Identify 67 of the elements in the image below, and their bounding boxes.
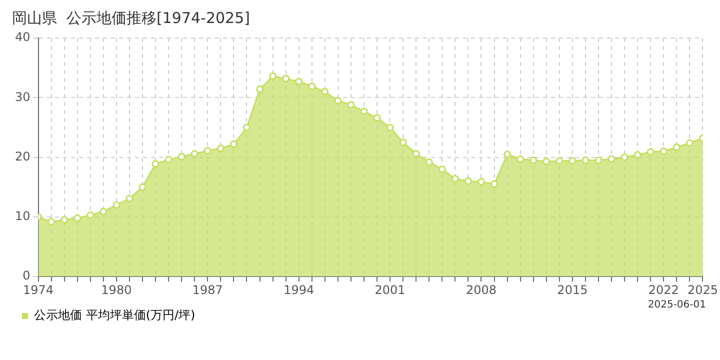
y-tick-label: 0 bbox=[22, 268, 30, 283]
point bbox=[620, 154, 628, 162]
point bbox=[568, 157, 576, 165]
x-tick-label: 1980 bbox=[101, 282, 132, 297]
point bbox=[308, 82, 316, 90]
x-tick-label: 1994 bbox=[284, 282, 314, 297]
y-tick-label: 30 bbox=[14, 90, 30, 104]
point bbox=[582, 156, 590, 164]
point bbox=[256, 86, 264, 94]
point bbox=[672, 143, 680, 151]
point bbox=[646, 148, 654, 156]
point bbox=[399, 138, 407, 146]
point bbox=[164, 156, 172, 164]
point bbox=[138, 183, 146, 191]
point bbox=[464, 177, 472, 185]
point bbox=[477, 178, 485, 186]
point bbox=[112, 201, 120, 209]
x-tick-label: 1987 bbox=[192, 282, 223, 297]
point bbox=[334, 96, 342, 104]
point bbox=[178, 152, 186, 160]
point bbox=[74, 214, 82, 222]
point bbox=[100, 208, 108, 216]
point bbox=[438, 165, 446, 173]
y-tick-label: 20 bbox=[14, 149, 30, 164]
point bbox=[347, 101, 355, 109]
x-tick-label: 2008 bbox=[466, 282, 497, 297]
point bbox=[594, 156, 602, 164]
y-tick-label: 40 bbox=[14, 30, 30, 44]
point bbox=[60, 216, 68, 224]
point bbox=[634, 151, 642, 159]
point bbox=[504, 150, 512, 158]
point bbox=[608, 155, 616, 163]
point bbox=[451, 175, 459, 183]
point bbox=[321, 88, 329, 96]
point bbox=[204, 146, 212, 154]
point bbox=[490, 180, 498, 188]
legend-label: 公示地価 平均坪単価(万円/坪) bbox=[34, 308, 196, 322]
point bbox=[295, 78, 303, 86]
x-tick-label: 2001 bbox=[374, 282, 406, 297]
point bbox=[230, 140, 238, 148]
point bbox=[282, 74, 290, 82]
point bbox=[542, 158, 550, 166]
point bbox=[86, 211, 94, 219]
y-tick-label: 10 bbox=[14, 209, 30, 224]
point bbox=[686, 139, 694, 147]
point bbox=[530, 156, 538, 164]
x-tick-label: 2025 bbox=[687, 282, 718, 297]
point bbox=[425, 158, 433, 166]
point bbox=[516, 155, 524, 163]
text: 2025-06-01 bbox=[648, 300, 706, 311]
chart-title: 岡山県 公示地価推移[1974-2025] bbox=[12, 8, 250, 27]
point bbox=[386, 124, 394, 132]
point bbox=[190, 150, 198, 158]
x-tick-label: 1974 bbox=[22, 282, 54, 297]
point bbox=[152, 160, 160, 168]
point bbox=[412, 150, 420, 158]
point bbox=[242, 124, 250, 132]
x-tick-label: 2022 bbox=[648, 282, 679, 297]
point bbox=[126, 194, 134, 202]
point bbox=[373, 114, 381, 122]
x-tick-label: 2015 bbox=[557, 282, 588, 297]
point bbox=[269, 72, 277, 80]
point bbox=[660, 148, 668, 156]
point bbox=[216, 144, 224, 152]
point bbox=[556, 157, 564, 165]
point bbox=[48, 218, 56, 226]
point bbox=[360, 108, 368, 116]
